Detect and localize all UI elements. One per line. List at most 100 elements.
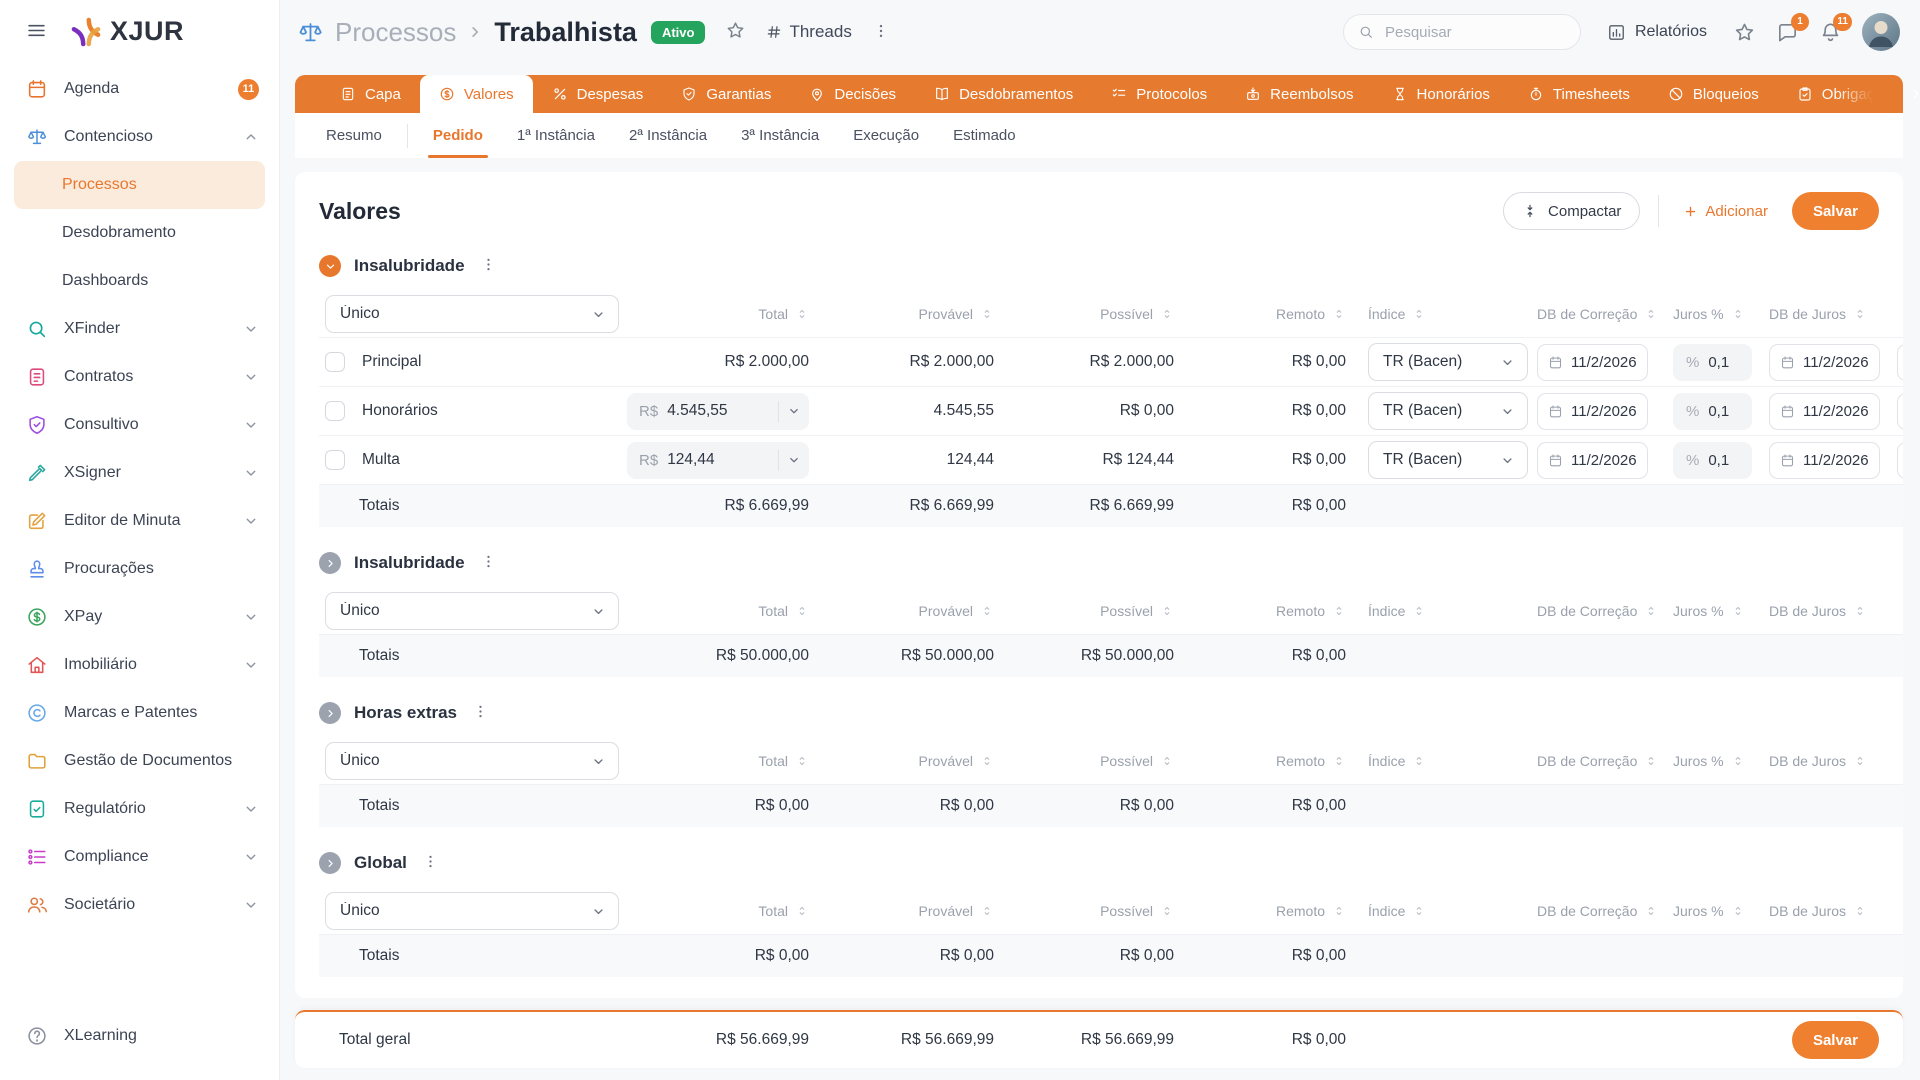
- subtab-execucao[interactable]: Execução: [836, 113, 936, 158]
- section-menu-button[interactable]: [478, 254, 499, 278]
- process-tab-timesheets[interactable]: Timesheets: [1509, 75, 1649, 113]
- subtab-pedido[interactable]: Pedido: [416, 113, 500, 158]
- sort-icon: [1644, 904, 1658, 918]
- section-toggle-button[interactable]: [319, 255, 341, 277]
- process-tab-capa[interactable]: Capa: [321, 75, 420, 113]
- subtab-resumo[interactable]: Resumo: [309, 113, 399, 158]
- db-correcao-date-input[interactable]: 11/2/2026: [1537, 393, 1648, 430]
- process-tab-protocolos[interactable]: Protocolos: [1092, 75, 1226, 113]
- total-input[interactable]: R$ 124,44: [627, 442, 809, 479]
- column-header-prov-vel: Provável: [809, 291, 994, 337]
- sidebar-item-consultivo[interactable]: Consultivo: [0, 401, 279, 449]
- process-tab-desdobramentos[interactable]: Desdobramentos: [915, 75, 1092, 113]
- subtab-instancia-2[interactable]: 2ª Instância: [612, 113, 724, 158]
- menu-toggle-icon[interactable]: [24, 18, 49, 46]
- row-checkbox[interactable]: [325, 401, 345, 421]
- save-button[interactable]: Salvar: [1792, 192, 1879, 230]
- global-search[interactable]: [1343, 14, 1581, 50]
- sidebar-item-gestao-de-documentos[interactable]: Gestão de Documentos: [0, 737, 279, 785]
- section-type-select[interactable]: Único: [325, 592, 619, 630]
- process-tab-valores[interactable]: Valores: [420, 75, 533, 113]
- sidebar-item-xfinder[interactable]: XFinder: [0, 305, 279, 353]
- process-tab-decisoes[interactable]: Decisões: [790, 75, 915, 113]
- process-tab-reembolsos[interactable]: Reembolsos: [1226, 75, 1372, 113]
- total-dropdown-button[interactable]: [779, 404, 809, 418]
- tabs-overflow-button[interactable]: [1893, 75, 1920, 113]
- sidebar-item-agenda[interactable]: Agenda 11: [0, 65, 279, 113]
- section-type-select[interactable]: Único: [325, 892, 619, 930]
- subtab-estimado[interactable]: Estimado: [936, 113, 1033, 158]
- totals-provavel: R$ 50.000,00: [809, 635, 994, 677]
- section-menu-button[interactable]: [420, 851, 441, 875]
- section-toggle-button[interactable]: [319, 552, 341, 574]
- currency-prefix: R$: [639, 452, 658, 469]
- process-scales-icon: [297, 19, 324, 46]
- total-input[interactable]: R$ 4.545,55: [627, 393, 809, 430]
- juros-input[interactable]: % 0,1: [1673, 393, 1752, 430]
- db-correcao-date-input[interactable]: 11/2/2026: [1537, 442, 1648, 479]
- row-checkbox[interactable]: [325, 450, 345, 470]
- sidebar-item-marcas-e-patentes[interactable]: Marcas e Patentes: [0, 689, 279, 737]
- process-tab-bloqueios[interactable]: Bloqueios: [1649, 75, 1778, 113]
- subtab-instancia-3[interactable]: 3ª Instância: [724, 113, 836, 158]
- search-input[interactable]: [1383, 23, 1566, 42]
- indice-select[interactable]: TR (Bacen): [1368, 392, 1528, 430]
- juros-input[interactable]: % 0,1: [1673, 442, 1752, 479]
- section-toggle-button[interactable]: [319, 702, 341, 724]
- sidebar-subitem-dashboards[interactable]: Dashboards: [14, 257, 265, 305]
- sidebar-subitem-desdobramento[interactable]: Desdobramento: [14, 209, 265, 257]
- section-toggle-button[interactable]: [319, 852, 341, 874]
- add-button[interactable]: Adicionar: [1677, 202, 1774, 221]
- user-avatar[interactable]: [1862, 13, 1900, 51]
- column-header-total: Total: [619, 738, 809, 784]
- checklist-icon: [1111, 86, 1127, 102]
- breadcrumb-root[interactable]: Processos: [335, 17, 456, 48]
- db-juros-date-input[interactable]: 11/2/2026: [1769, 344, 1880, 381]
- section-menu-button[interactable]: [470, 701, 491, 725]
- sidebar-item-editor-de-minuta[interactable]: Editor de Minuta: [0, 497, 279, 545]
- db-correcao-date-input[interactable]: 11/2/2026: [1537, 344, 1648, 381]
- row-checkbox[interactable]: [325, 352, 345, 372]
- subtab-instancia-1[interactable]: 1ª Instância: [500, 113, 612, 158]
- sidebar-item-contratos[interactable]: Contratos: [0, 353, 279, 401]
- total-dropdown-button[interactable]: [779, 453, 809, 467]
- compact-button[interactable]: Compactar: [1503, 192, 1640, 230]
- process-tab-garantias[interactable]: Garantias: [662, 75, 790, 113]
- process-tab-obrigacoes[interactable]: Obrigaç: [1778, 75, 1894, 113]
- favorite-process-button[interactable]: [705, 20, 746, 44]
- sidebar-item-regulatorio[interactable]: Regulatório: [0, 785, 279, 833]
- sidebar-item-imobiliario[interactable]: Imobiliário: [0, 641, 279, 689]
- sidebar-item-xsigner[interactable]: XSigner: [0, 449, 279, 497]
- db-juros-date-input[interactable]: 11/2/2026: [1769, 442, 1880, 479]
- juros-input[interactable]: % 0,1: [1673, 344, 1752, 381]
- sidebar-item-xlearning[interactable]: XLearning: [0, 1012, 279, 1060]
- clipped-input[interactable]: [1897, 393, 1903, 430]
- db-juros-date-input[interactable]: 11/2/2026: [1769, 393, 1880, 430]
- clipped-input[interactable]: [1897, 442, 1903, 479]
- indice-value: TR (Bacen): [1383, 451, 1500, 469]
- indice-select[interactable]: TR (Bacen): [1368, 441, 1528, 479]
- reports-button[interactable]: Relatórios: [1601, 22, 1713, 43]
- sidebar-item-contencioso[interactable]: Contencioso: [0, 113, 279, 161]
- column-header-poss-vel: Possível: [994, 588, 1174, 634]
- messages-button[interactable]: 1: [1776, 21, 1799, 44]
- clipped-input[interactable]: [1897, 344, 1903, 381]
- sidebar-item-compliance[interactable]: Compliance: [0, 833, 279, 881]
- process-tab-honorarios[interactable]: Honorários: [1373, 75, 1509, 113]
- sidebar-item-xpay[interactable]: XPay: [0, 593, 279, 641]
- favorites-button[interactable]: [1733, 21, 1756, 44]
- section-menu-button[interactable]: [478, 551, 499, 575]
- process-more-menu[interactable]: [852, 22, 890, 43]
- sidebar-item-societario[interactable]: Societário: [0, 881, 279, 929]
- notifications-button[interactable]: 11: [1819, 21, 1842, 44]
- sidebar-subitem-processos[interactable]: Processos: [14, 161, 265, 209]
- threads-link[interactable]: Threads: [766, 22, 851, 42]
- section-type-select[interactable]: Único: [325, 295, 619, 333]
- sort-icon: [980, 754, 994, 768]
- process-tab-despesas[interactable]: Despesas: [533, 75, 663, 113]
- sidebar-item-procuracoes[interactable]: Procurações: [0, 545, 279, 593]
- indice-select[interactable]: TR (Bacen): [1368, 343, 1528, 381]
- save-button-footer[interactable]: Salvar: [1792, 1021, 1879, 1059]
- section-type-select[interactable]: Único: [325, 742, 619, 780]
- grand-total-possivel: R$ 56.669,99: [994, 1012, 1174, 1068]
